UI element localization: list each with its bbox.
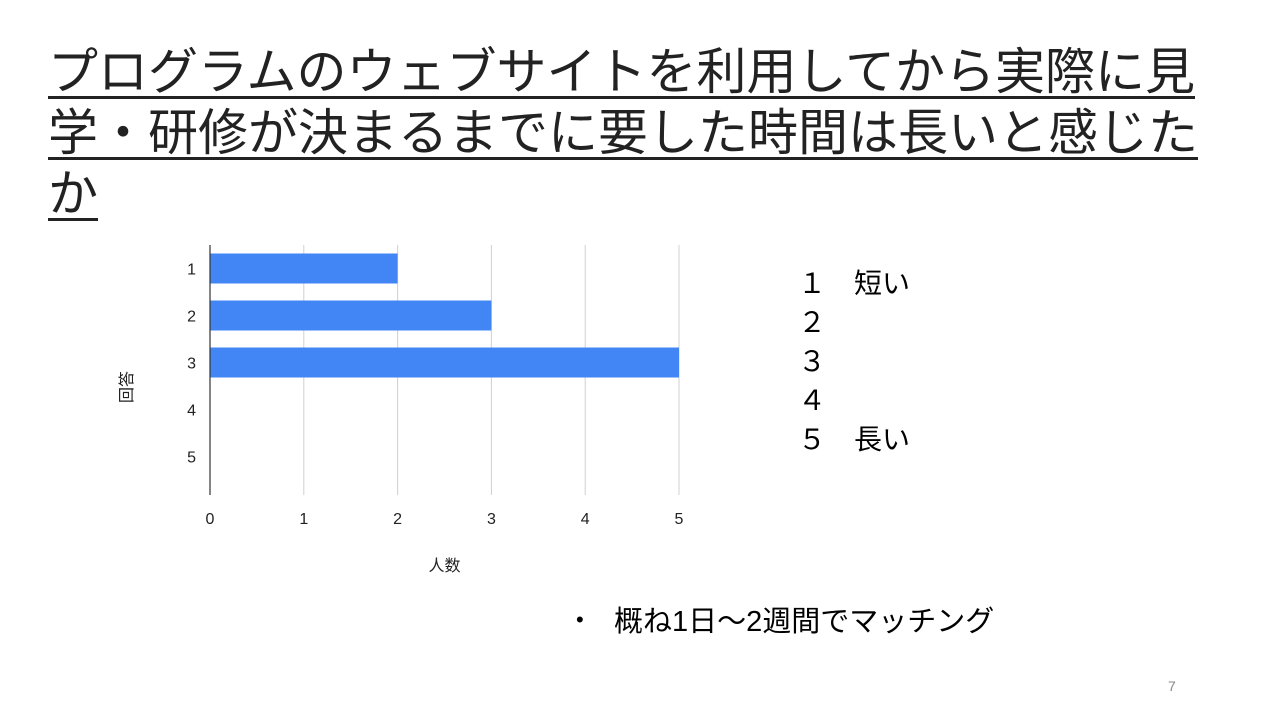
summary-bullet: 概ね1日〜2週間でマッチング (576, 600, 994, 642)
x-tick-label-5: 5 (675, 511, 684, 528)
x-tick-label-3: 3 (487, 511, 496, 528)
bar-2 (210, 300, 492, 331)
legend-item-3: ３ (798, 346, 827, 377)
bar-3 (210, 347, 679, 378)
x-axis-title: 人数 (428, 557, 460, 575)
chart-bars (210, 253, 679, 378)
slide-title: プログラムのウェブサイトを利用してから実際に見学・研修が決まるまでに要した時間は… (48, 42, 1238, 225)
legend-item-2: ２ (798, 307, 827, 338)
y-tick-label-3: 3 (187, 356, 196, 373)
x-tick-label-4: 4 (581, 511, 590, 528)
y-tick-label-5: 5 (187, 450, 196, 467)
legend-item-5: ５ 長い (798, 424, 911, 455)
chart-labels: 0 1 2 3 4 5 1 2 3 4 5 人数 回答 (118, 262, 684, 576)
bar-1 (210, 253, 398, 284)
legend-item-4: ４ (798, 385, 827, 416)
page-number: 7 (1168, 678, 1176, 694)
y-axis-title: 回答 (118, 371, 136, 403)
summary-note: 概ね1日〜2週間でマッチング (576, 600, 994, 642)
bar-chart: 0 1 2 3 4 5 1 2 3 4 5 人数 回答 (118, 245, 684, 576)
x-tick-label-1: 1 (299, 511, 308, 528)
answer-scale-legend: １ 短い ２ ３ ４ ５ 長い (798, 264, 910, 459)
y-tick-label-2: 2 (187, 309, 196, 326)
x-tick-label-2: 2 (393, 511, 402, 528)
y-tick-label-1: 1 (187, 262, 196, 279)
x-tick-label-0: 0 (206, 511, 215, 528)
slide-title-text: プログラムのウェブサイトを利用してから実際に見学・研修が決まるまでに要した時間は… (48, 43, 1198, 223)
y-tick-label-4: 4 (187, 403, 196, 420)
legend-item-1: １ 短い (798, 268, 911, 299)
